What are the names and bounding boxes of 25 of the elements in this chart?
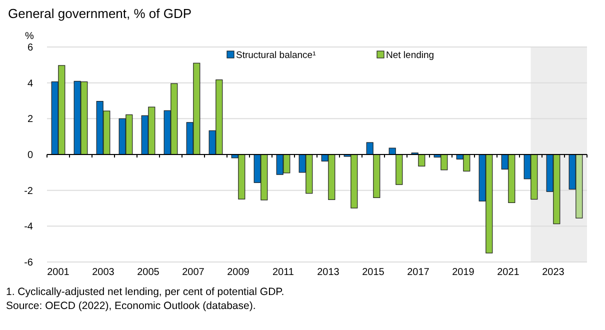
text: 1. Cyclically-adjusted net lending, per cent of potential GDP. bbox=[6, 286, 284, 298]
x-tick-label: 2015 bbox=[362, 267, 385, 278]
x-tick-label: 2017 bbox=[407, 267, 430, 278]
y-tick-label: 0 bbox=[27, 150, 34, 161]
legend-label: Structural balance¹ bbox=[236, 50, 316, 61]
x-tick-label: 2013 bbox=[317, 267, 340, 278]
x-tick-label: 2019 bbox=[452, 267, 475, 278]
y-tick-label: -6 bbox=[24, 258, 34, 268]
y-tick-label: 6 bbox=[27, 42, 34, 54]
source-note: Source: OECD (2022), Economic Outlook (database). bbox=[6, 300, 256, 312]
legend-label: Net lending bbox=[386, 50, 434, 61]
x-tick-label: 2023 bbox=[542, 267, 565, 278]
y-tick-label: -2 bbox=[24, 186, 34, 197]
chart-title: General government, % of GDP bbox=[8, 6, 192, 21]
x-tick-label: 2001 bbox=[47, 267, 70, 278]
y-axis-title: % bbox=[25, 31, 34, 42]
x-tick-label: 2009 bbox=[227, 267, 250, 278]
x-tick-label: 2003 bbox=[92, 267, 115, 278]
x-tick-label: 2007 bbox=[182, 267, 205, 278]
x-tick-label: 2021 bbox=[497, 267, 520, 278]
x-tick-label: 2011 bbox=[272, 267, 294, 278]
y-tick-label: 2 bbox=[27, 114, 34, 126]
y-tick-label: -4 bbox=[24, 222, 34, 233]
y-tick-label: 4 bbox=[27, 78, 34, 90]
x-tick-label: 2005 bbox=[137, 267, 160, 278]
